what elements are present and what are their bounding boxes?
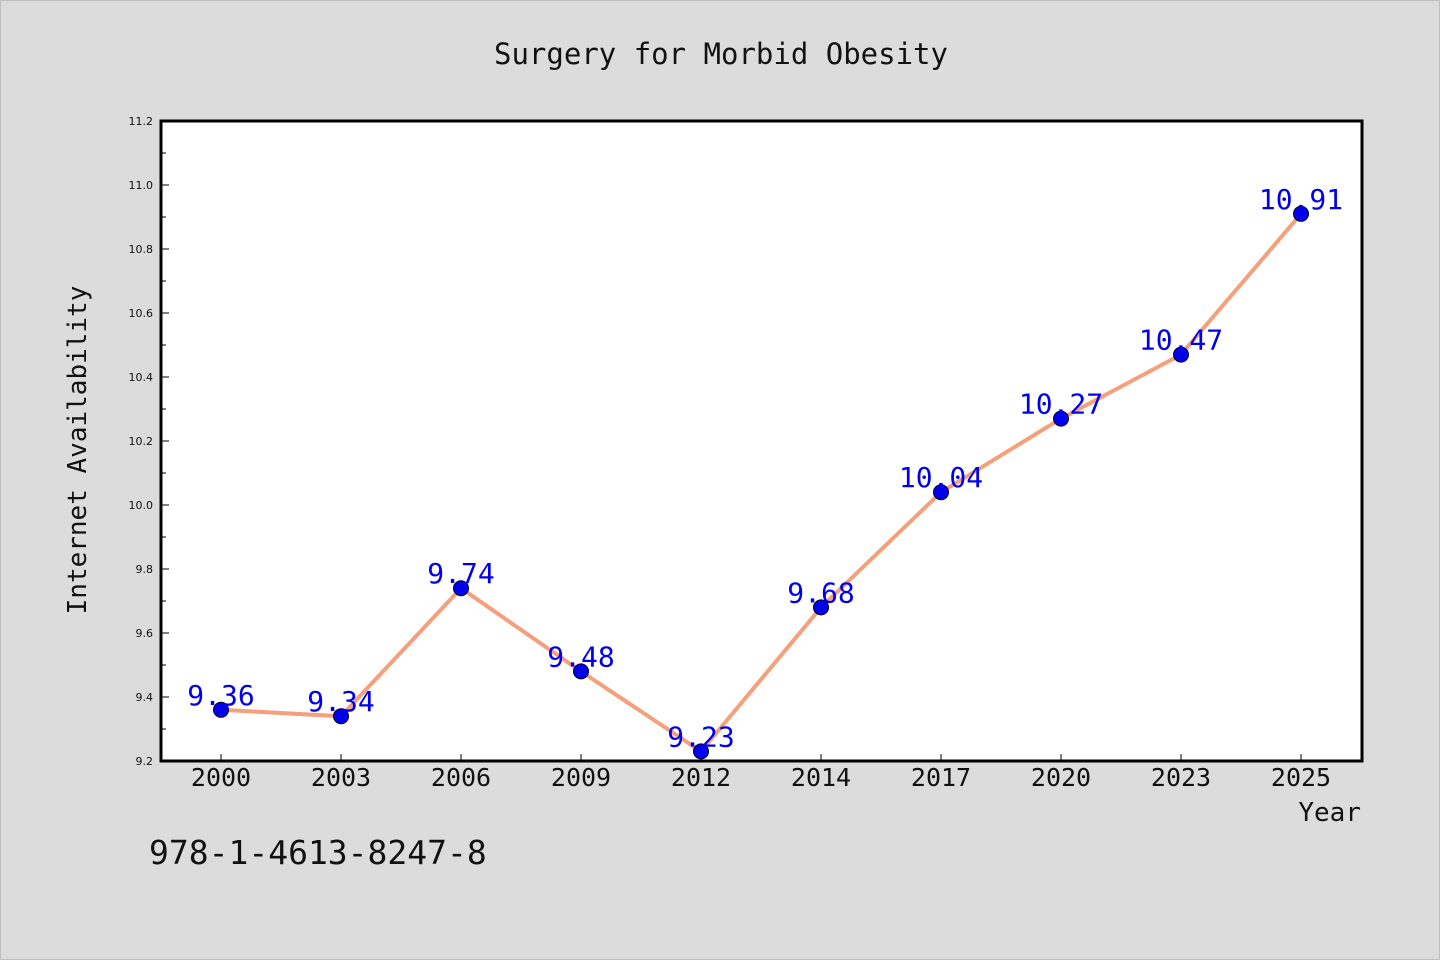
y-tick-label: 10.4 bbox=[129, 371, 154, 384]
y-tick-label: 9.2 bbox=[136, 755, 154, 768]
chart-title: Surgery for Morbid Obesity bbox=[494, 37, 948, 71]
x-tick-label: 2020 bbox=[1031, 763, 1091, 792]
data-point bbox=[213, 701, 229, 718]
x-tick-label: 2014 bbox=[791, 763, 851, 792]
data-point bbox=[693, 743, 709, 760]
series-line-group bbox=[213, 205, 1309, 760]
y-tick-label: 11.0 bbox=[129, 179, 154, 192]
y-tick-label: 9.4 bbox=[136, 691, 154, 704]
plot-area bbox=[159, 119, 1364, 763]
data-label: 9.23 bbox=[667, 720, 734, 753]
data-point bbox=[813, 599, 829, 616]
data-point bbox=[1173, 346, 1189, 363]
data-label: 10.91 bbox=[1259, 183, 1343, 216]
data-label: 10.47 bbox=[1139, 324, 1223, 357]
x-tick-label: 2006 bbox=[431, 763, 491, 792]
y-tick-label: 11.2 bbox=[129, 115, 154, 128]
data-label: 9.36 bbox=[187, 679, 254, 712]
data-label: 10.04 bbox=[899, 461, 983, 494]
data-label: 9.34 bbox=[307, 685, 374, 718]
y-tick-label: 9.6 bbox=[136, 627, 154, 640]
x-tick-label: 2012 bbox=[671, 763, 731, 792]
data-point bbox=[573, 663, 589, 680]
x-tick-label: 2009 bbox=[551, 763, 611, 792]
data-point bbox=[1293, 205, 1309, 222]
data-label: 9.68 bbox=[787, 576, 854, 609]
x-axis-label: Year bbox=[1298, 798, 1361, 828]
y-tick-label: 10.0 bbox=[129, 499, 154, 512]
data-point bbox=[1053, 410, 1069, 427]
y-axis-label: Internet Availability bbox=[63, 286, 93, 615]
y-tick-label: 10.6 bbox=[129, 307, 154, 320]
y-tick-label: 9.8 bbox=[136, 563, 154, 576]
data-label: 9.48 bbox=[547, 640, 614, 673]
series-line bbox=[219, 211, 1303, 754]
y-tick-label: 10.8 bbox=[129, 243, 154, 256]
x-tick-label: 2023 bbox=[1151, 763, 1211, 792]
data-point bbox=[933, 484, 949, 501]
data-point bbox=[453, 580, 469, 597]
isbn-text: 978-1-4613-8247-8 bbox=[149, 833, 487, 872]
data-labels-group: 9.36 9.34 9.74 9.48 9.23 9.68 10.04 10.27 10.47 1… bbox=[187, 183, 1343, 754]
data-label: 10.27 bbox=[1019, 388, 1103, 421]
x-tick-label: 2017 bbox=[911, 763, 971, 792]
x-tick-label: 2000 bbox=[191, 763, 251, 792]
data-label: 9.74 bbox=[427, 557, 494, 590]
y-tick-label: 10.2 bbox=[129, 435, 154, 448]
data-point bbox=[333, 708, 349, 725]
x-tick-label: 2025 bbox=[1271, 763, 1331, 792]
x-tick-label: 2003 bbox=[311, 763, 371, 792]
x-axis: 2000 2003 2006 2009 2012 2014 2017 2020 2023 2025 bbox=[191, 754, 1331, 792]
y-axis: 9.2 9.4 9.6 9.8 10.0 10.2 10.4 10.6 10.8 11.0 11.2 bbox=[129, 115, 169, 768]
